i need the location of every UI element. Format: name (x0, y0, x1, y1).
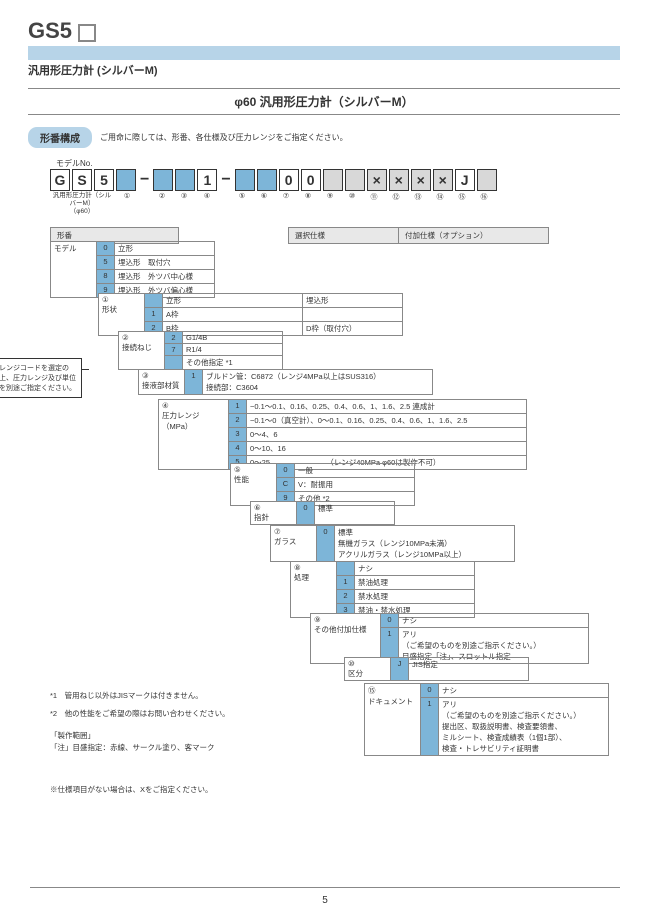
box-x: × (433, 169, 453, 191)
table-performance: ⑤ 性能 0一般 CV：耐振用 9その他 *2 (230, 463, 415, 506)
box-5: 5 (94, 169, 114, 191)
table-range: ④ 圧力レンジ（MPa） 1−0.1〜0.1、0.16、0.25、0.4、0.6… (158, 399, 527, 470)
box-blank (257, 169, 277, 191)
placeholder-box-icon (78, 24, 96, 42)
table-document: ⑮ ドキュメント 0ナシ 1アリ （ご希望のものを別途ご指示ください。） 提出区… (364, 683, 609, 756)
footnote-3: 「製作範囲」 「注」目盛指定：赤線、サークル塗り、客マーク (50, 730, 230, 754)
footnote-4: ※仕様項目がない場合は、Xをご指定ください。 (50, 784, 230, 796)
box-s: S (72, 169, 92, 191)
dash: − (219, 171, 232, 189)
box-blank (235, 169, 255, 191)
table-pointer: ⑥ 指針 0標準 (250, 501, 395, 525)
box-blank (323, 169, 343, 191)
side-note: レンジコードを選定の上、圧力レンジ及び単位を別途ご指定ください。 (0, 358, 82, 398)
header-bar (28, 46, 620, 60)
box-1: 1 (197, 169, 217, 191)
box-g: G (50, 169, 70, 191)
box-blank (153, 169, 173, 191)
section-note: ご用命に際しては、形番、各仕様及び圧力レンジをご指定ください。 (100, 132, 348, 143)
box-j: J (455, 169, 475, 191)
table-division: ⑩ 区分 JJIS指定 (344, 657, 529, 681)
header: GS5 (28, 18, 620, 44)
box-blank (175, 169, 195, 191)
model-under-text: 汎用形圧力計（シルバーM） （φ60） (50, 192, 114, 215)
product-code: GS5 (28, 18, 72, 44)
table-model: モデル 0立形 5埋込形 取付穴 8埋込形 外ツバ中心様 9埋込形 外ツバ偏心様 (50, 241, 215, 298)
page-title: φ60 汎用形圧力計（シルバーM） (28, 88, 620, 115)
model-boxes: G S 5 − 1 − 0 0 × × × × J (50, 169, 620, 191)
footnote-1: *1 管用ねじ以外はJISマークは付きません。 (50, 690, 230, 702)
table-glass: ⑦ ガラス 0標準 無機ガラス（レンジ10MPa未満） アクリルガラス（レンジ1… (270, 525, 515, 562)
box-x: × (367, 169, 387, 191)
bottom-rule (30, 887, 620, 888)
table-material: ③ 接液部材質 1ブルドン管：C6872（レンジ4MPa以上はSUS316） 接… (138, 369, 433, 395)
box-0: 0 (301, 169, 321, 191)
box-blank (345, 169, 365, 191)
page-number: 5 (0, 895, 650, 906)
table-thread: ② 接続ねじ 2G1/4B 7R1/4 その他指定 *1 (118, 331, 283, 370)
footnotes: *1 管用ねじ以外はJISマークは付きません。 *2 他の性能をご希望の際はお問… (50, 690, 230, 796)
table-processing: ⑧ 処理 ナシ 1禁油処理 2禁水処理 3禁油・禁水処理 (290, 561, 475, 618)
model-under-labels: 汎用形圧力計（シルバーM） （φ60） ① ② ③ ④ ⑤ ⑥ ⑦ ⑧ ⑨ ⑩ … (50, 192, 620, 215)
section-badge: 形番構成 (28, 127, 92, 148)
table-shape: ① 形状 立形埋込形 1A枠 2B枠D枠（取付穴） (98, 293, 403, 336)
box-blank (477, 169, 497, 191)
box-x: × (411, 169, 431, 191)
dash: − (138, 171, 151, 189)
box-x: × (389, 169, 409, 191)
box-blank (116, 169, 136, 191)
header-subtitle: 汎用形圧力計 (シルバーM) (28, 62, 620, 78)
model-no-label: モデルNo. (56, 158, 620, 169)
footnote-2: *2 他の性能をご希望の際はお問い合わせください。 (50, 708, 230, 720)
box-0: 0 (279, 169, 299, 191)
